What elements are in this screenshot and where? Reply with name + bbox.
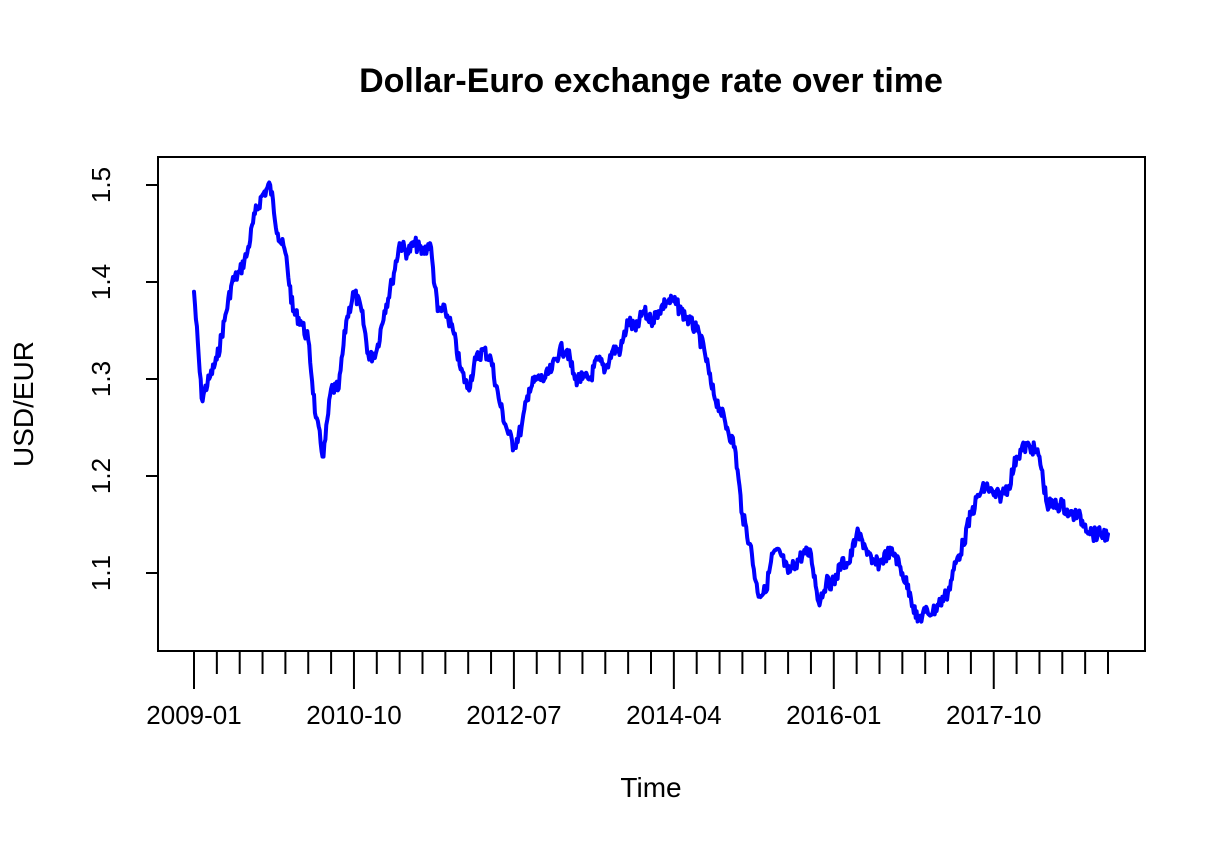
plot-area-frame: [157, 156, 1146, 652]
x-tick-label: 2010-10: [306, 700, 401, 730]
y-tick-label: 1.3: [86, 361, 116, 397]
x-tick-label: 2012-07: [466, 700, 561, 730]
y-tick-label: 1.5: [86, 167, 116, 203]
x-tick-label: 2014-04: [626, 700, 721, 730]
x-tick-label: 2016-01: [786, 700, 881, 730]
series-line-usd-eur: [192, 180, 1110, 624]
y-axis: 1.1 1.2 1.3 1.4 1.5: [86, 167, 159, 591]
y-axis-label: USD/EUR: [8, 341, 39, 467]
x-tick-label: 2009-01: [146, 700, 241, 730]
y-tick-label: 1.1: [86, 555, 116, 591]
y-tick-label: 1.4: [86, 264, 116, 300]
chart-title: Dollar-Euro exchange rate over time: [359, 62, 943, 100]
y-tick-label: 1.2: [86, 458, 116, 494]
x-axis: 2009-01 2010-10 2012-07 2014-04 2016-01 2017-…: [146, 650, 1109, 730]
x-axis-label: Time: [620, 772, 681, 803]
x-tick-label: 2017-10: [946, 700, 1041, 730]
